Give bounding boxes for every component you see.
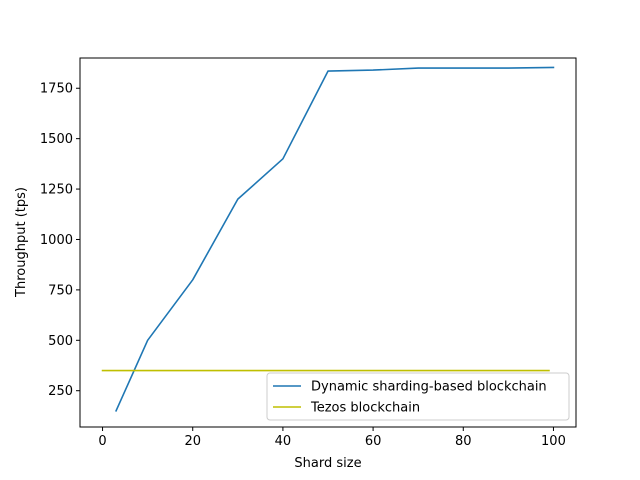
x-tick-label: 40 [275, 434, 292, 449]
legend-label-0: Dynamic sharding-based blockchain [311, 380, 547, 395]
y-tick-label: 750 [48, 283, 73, 298]
x-tick-label: 0 [98, 434, 106, 449]
x-tick-label: 100 [541, 434, 566, 449]
x-axis-label: Shard size [294, 456, 361, 471]
y-tick-label: 250 [48, 384, 73, 399]
legend-box [266, 372, 570, 421]
y-tick-label: 1250 [40, 183, 73, 198]
x-tick-label: 60 [365, 434, 382, 449]
x-tick-label: 80 [455, 434, 472, 449]
y-tick-label: 500 [48, 334, 73, 349]
y-tick-label: 1000 [40, 233, 73, 248]
plot-frame [79, 57, 577, 428]
legend: Dynamic sharding-based blockchain Tezos b… [266, 372, 570, 421]
plot-background [80, 58, 576, 427]
legend-label-1: Tezos blockchain [310, 401, 420, 416]
series-line-0 [115, 66, 555, 412]
axes-layer: 0 20 40 60 80 100 250 500 750 1000 1250 1500 1750 [40, 82, 566, 449]
y-axis-label: Throughput (tps) [14, 187, 29, 298]
x-tick-label: 20 [184, 434, 201, 449]
y-tick-label: 1500 [40, 132, 73, 147]
y-tick-label: 1750 [40, 82, 73, 97]
series-layer [101, 66, 555, 412]
